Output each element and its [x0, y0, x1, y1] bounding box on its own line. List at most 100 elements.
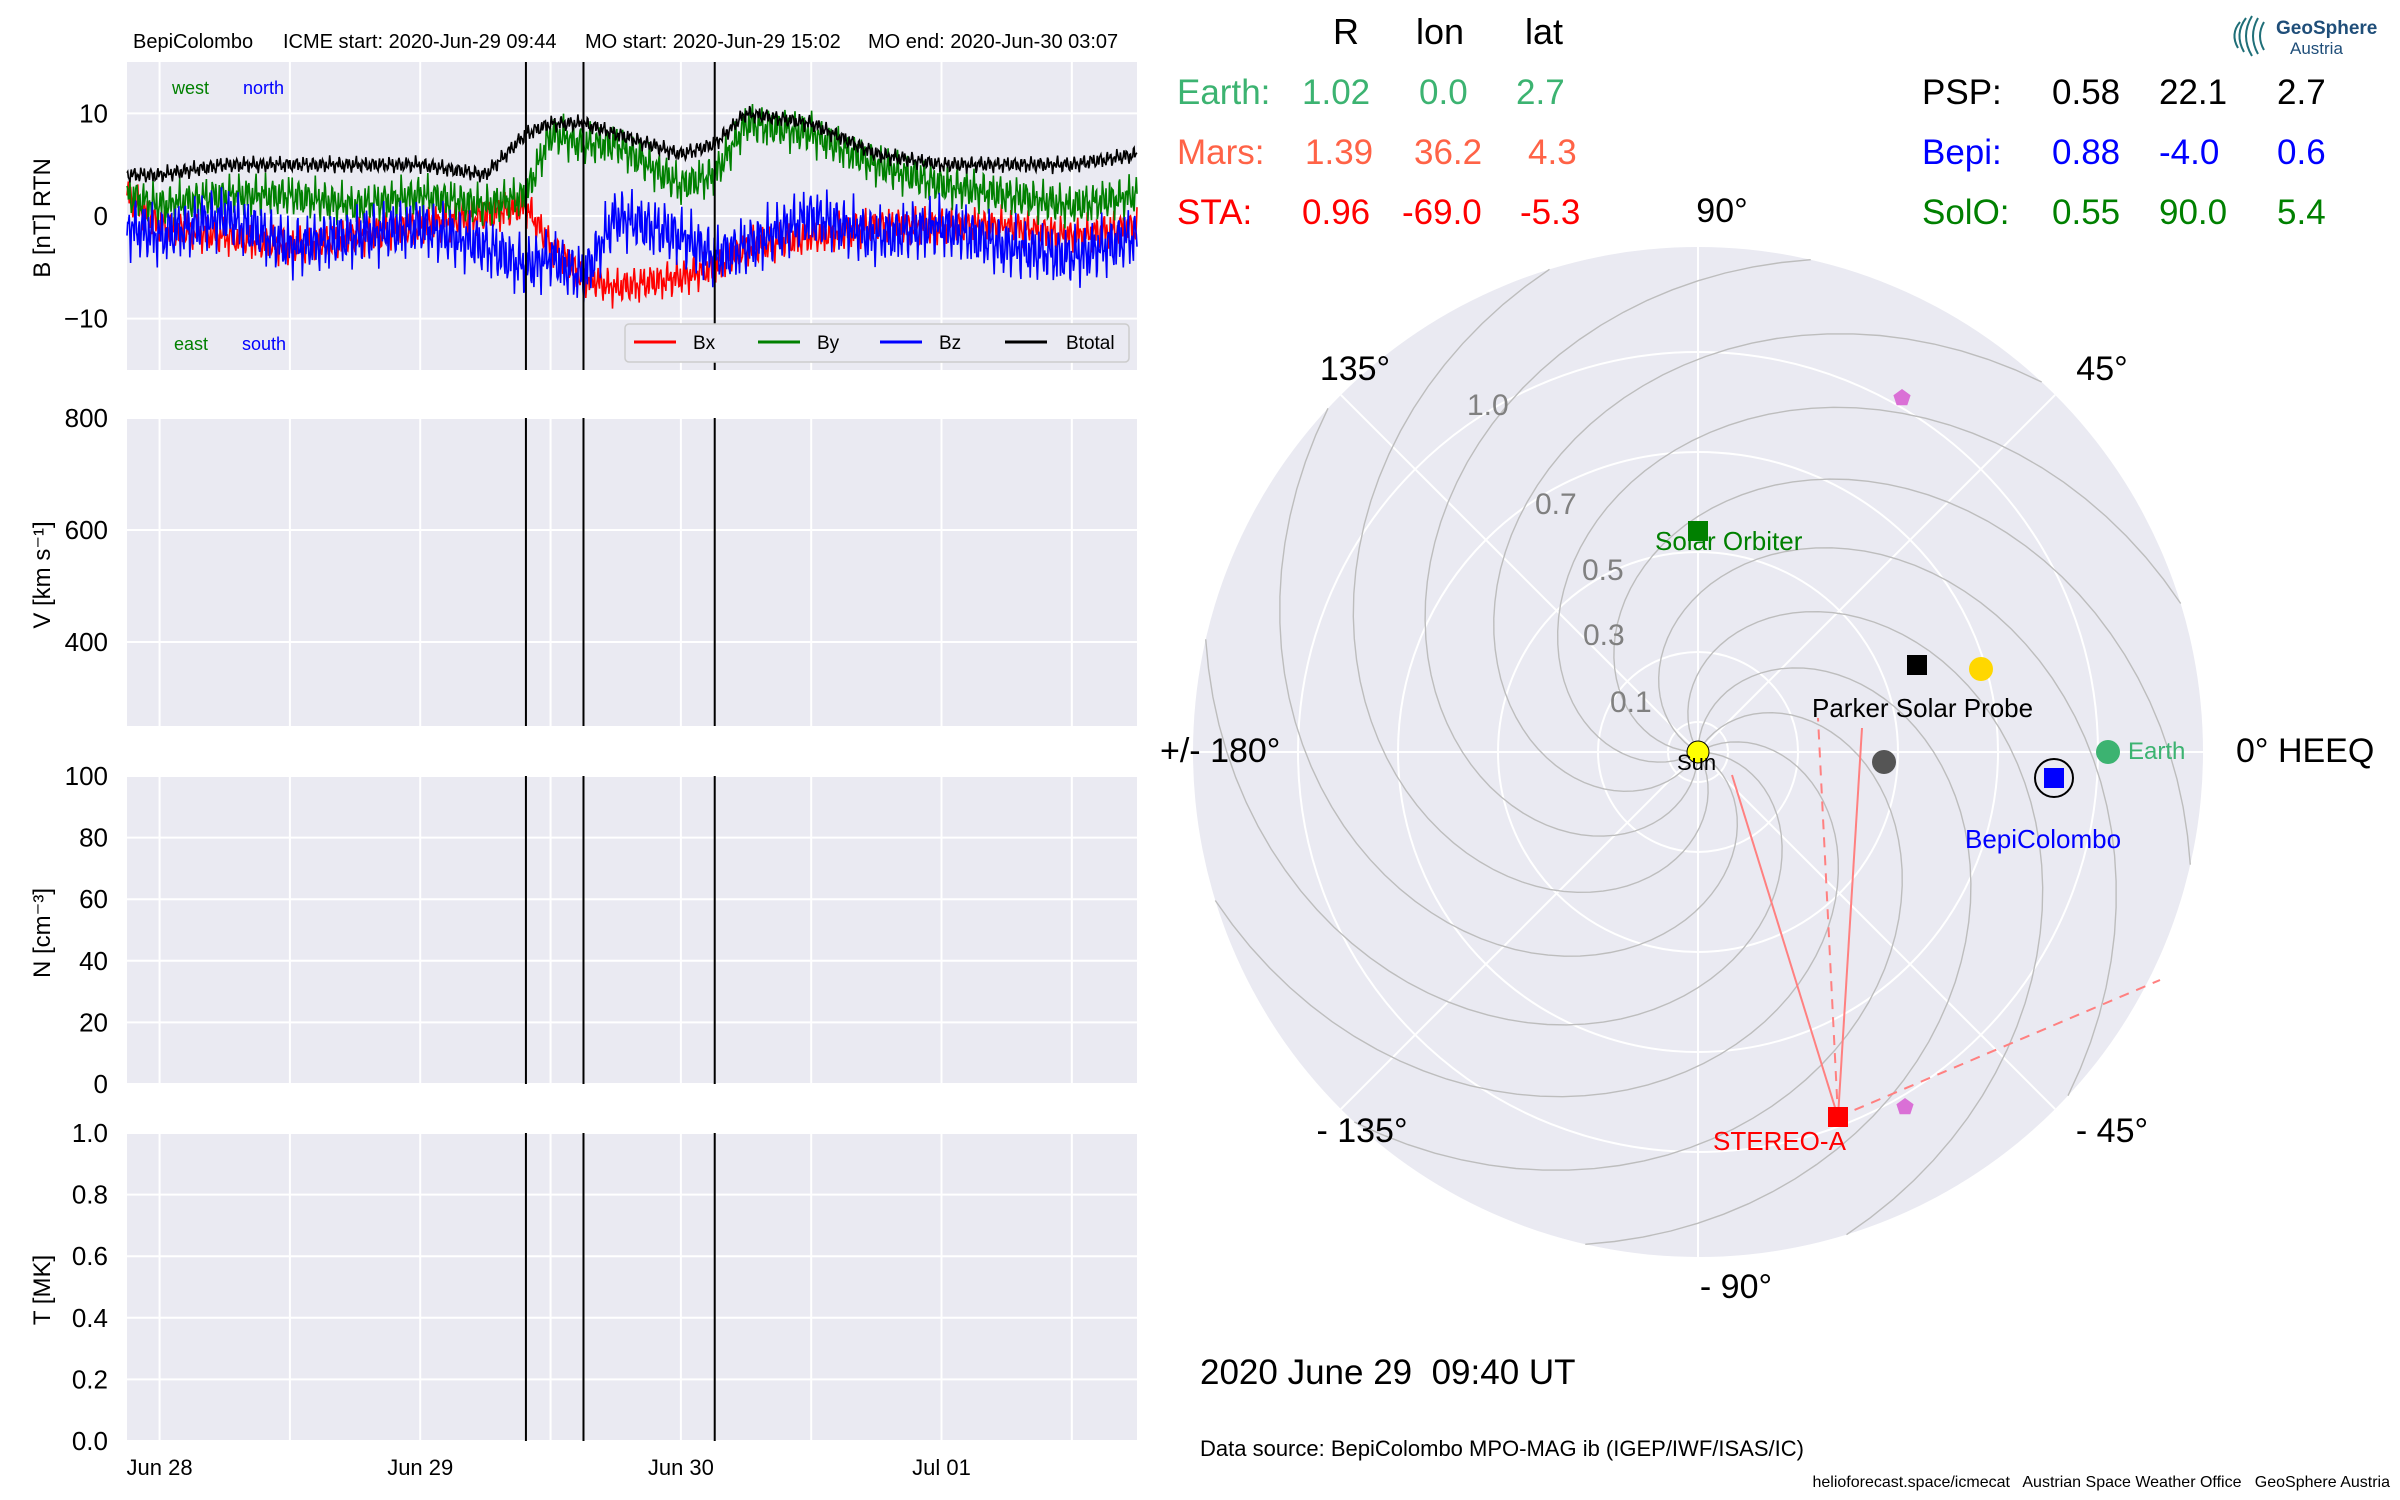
solo-label: Solar Orbiter [1655, 526, 1803, 556]
sta-dashed-line [1837, 979, 2161, 1118]
spacecraft-name: BepiColombo [133, 31, 253, 53]
table-row: STA: 0.96 -69.0 -5.3 [1177, 193, 1580, 232]
psp-label: Parker Solar Probe [1812, 693, 2033, 723]
spiral-line [1354, 711, 1903, 1171]
psp-sun-marker [1969, 657, 1993, 681]
y-tick-label: 0.0 [72, 1426, 108, 1456]
y-tick-label: 20 [79, 1007, 108, 1037]
angle-label-180: +/- 180° [1160, 732, 1280, 770]
sta-label: STEREO-A [1713, 1126, 1847, 1156]
parker-spirals [1205, 259, 2191, 1245]
earth-marker [2096, 740, 2120, 764]
table-row: Bepi: 0.88 -4.0 0.6 [1922, 133, 2326, 172]
y-tick-label: 600 [65, 515, 108, 545]
legend-bx: Bx [693, 333, 716, 354]
y-tick-label: 0.2 [72, 1364, 108, 1394]
table-header-lat: lat [1525, 11, 1563, 52]
v-axis-label: V [km s⁻¹] [29, 521, 56, 628]
y-tick-label: 0 [94, 201, 108, 231]
earth-lat: 2.7 [1516, 73, 1565, 112]
sta-marker [1828, 1107, 1848, 1127]
y-tick-label: −10 [64, 304, 108, 334]
y-tick-label: 0 [94, 1069, 108, 1099]
b-legend: Bx By Bz Btotal [624, 323, 1130, 363]
radial-label-2: 0.3 [1583, 619, 1625, 652]
sta-lon: -69.0 [1402, 193, 1482, 232]
spiral-line [1279, 408, 1739, 957]
mars-lon: 36.2 [1414, 133, 1482, 172]
solo-lon: 90.0 [2159, 193, 2227, 232]
spiral-line [1613, 478, 2191, 865]
spiral-line [1214, 741, 1840, 1098]
north-label: north [243, 78, 284, 98]
solo-name: SolO: [1922, 193, 2010, 232]
radial-label-4: 0.7 [1535, 488, 1577, 521]
y-tick-label: 0.6 [72, 1241, 108, 1271]
bepi-ring [2034, 758, 2074, 798]
geosphere-logo: GeoSphere Austria [2233, 15, 2377, 58]
y-tick-label: 1.0 [72, 1118, 108, 1148]
sun-marker [1686, 740, 1710, 764]
table-row: PSP: 0.58 22.1 2.7 [1922, 73, 2326, 112]
table-header-lon: lon [1416, 11, 1464, 52]
bepi-lat: 0.6 [2277, 133, 2326, 172]
earth-label: Earth [2128, 738, 2185, 765]
psp-marker [1907, 655, 1927, 675]
series-btotal [126, 105, 1138, 183]
sta-connection-line [1837, 727, 1863, 1118]
violet-marker [1896, 1098, 1914, 1115]
mars-r: 1.39 [1305, 133, 1373, 172]
psp-r: 0.58 [2052, 73, 2120, 112]
n-axis-label: N [cm⁻³] [29, 888, 56, 978]
spiral-line [1352, 268, 1709, 894]
psp-lon: 22.1 [2159, 73, 2227, 112]
y-tick-label: 60 [79, 884, 108, 914]
radial-label-3: 0.5 [1582, 554, 1624, 587]
solo-r: 0.55 [2052, 193, 2120, 232]
mo-end-label: MO end: 2020-Jun-30 03:07 [868, 31, 1118, 53]
legend-btotal: Btotal [1066, 333, 1115, 354]
swirl-icon [2233, 15, 2265, 57]
psp-name: PSP: [1922, 73, 2002, 112]
angle-label-135: 135° [1320, 350, 1390, 388]
data-source: Data source: BepiColombo MPO-MAG ib (IGE… [1200, 1436, 1804, 1461]
bepi-label: BepiColombo [1965, 824, 2121, 854]
earth-lon: 0.0 [1419, 73, 1468, 112]
x-tick-label: Jun 28 [127, 1455, 193, 1480]
angle-label-minus90: - 90° [1700, 1268, 1772, 1306]
table-header-r: R [1333, 11, 1359, 52]
y-tick-label: 100 [65, 761, 108, 791]
v-panel [127, 418, 1137, 726]
y-tick-label: 400 [65, 627, 108, 657]
earth-name: Earth: [1177, 73, 1270, 112]
logo-line1: GeoSphere [2276, 18, 2377, 39]
sun-label: Sun [1677, 750, 1716, 775]
y-tick-label: 0.8 [72, 1180, 108, 1210]
angular-gridline [1340, 751, 1699, 1110]
sta-r: 0.96 [1302, 193, 1370, 232]
solo-marker [1688, 521, 1708, 541]
mars-lat: 4.3 [1528, 133, 1577, 172]
x-tick-label: Jul 01 [912, 1455, 971, 1480]
y-tick-label: 800 [65, 403, 108, 433]
y-tick-label: 10 [79, 98, 108, 128]
mo-start-label: MO start: 2020-Jun-29 15:02 [585, 31, 841, 53]
y-tick-label: 80 [79, 823, 108, 853]
event-lines [524, 62, 716, 1441]
spiral-line [1205, 639, 1783, 1026]
n-panel [127, 776, 1137, 1084]
west-label: west [171, 78, 209, 98]
south-label: south [242, 334, 286, 354]
sta-lat: -5.3 [1520, 193, 1580, 232]
solo-lat: 5.4 [2277, 193, 2326, 232]
logo-line2: Austria [2290, 39, 2343, 58]
timeseries-tick-labels: 100−108006004001008060402001.00.80.60.40… [64, 98, 971, 1480]
bepi-marker [2044, 768, 2064, 788]
y-tick-label: 40 [79, 946, 108, 976]
table-row: Earth: 1.02 0.0 2.7 [1177, 73, 1565, 112]
icme-start-label: ICME start: 2020-Jun-29 09:44 [283, 31, 556, 53]
angle-label-45: 45° [2076, 350, 2127, 388]
t-axis-label: T [MK] [29, 1255, 56, 1325]
table-row: SolO: 0.55 90.0 5.4 [1922, 193, 2326, 232]
angular-gridline [1697, 394, 2056, 753]
